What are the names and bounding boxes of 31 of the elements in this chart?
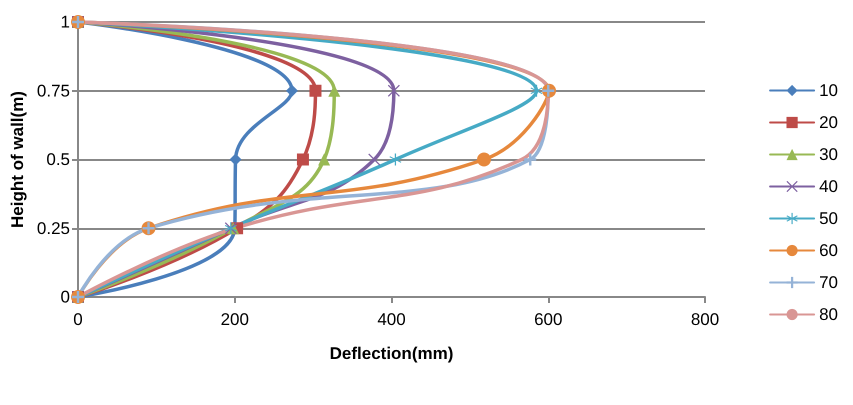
x-tick-label: 200 <box>220 310 249 329</box>
legend-label: 10 <box>819 81 838 100</box>
x-tick-label: 800 <box>690 310 720 329</box>
y-tick-label: 0 <box>60 288 70 306</box>
x-tick-label: 400 <box>377 310 406 329</box>
point <box>309 84 322 97</box>
point <box>286 84 298 97</box>
x-tick-label: 600 <box>534 310 562 329</box>
point <box>230 154 242 166</box>
legend-label: 50 <box>819 209 838 228</box>
legend-label: 40 <box>819 177 838 196</box>
point <box>318 154 330 166</box>
y-tick-label: 1 <box>60 12 70 32</box>
y-tick-label: 0.75 <box>36 81 70 100</box>
y-axis-title: Height of wall(m) <box>8 91 27 228</box>
legend-label: 60 <box>819 241 838 260</box>
legend-label: 20 <box>819 113 838 132</box>
point <box>524 154 536 166</box>
y-tick-label: 0.25 <box>36 218 70 238</box>
legend-label: 70 <box>819 273 838 292</box>
point <box>388 84 400 97</box>
legend-label: 80 <box>819 305 838 324</box>
x-axis-title: Deflection(mm) <box>330 344 454 363</box>
legend-label: 30 <box>819 145 838 164</box>
point <box>368 154 380 166</box>
y-tick-label: 0.5 <box>46 150 70 169</box>
x-tick-label: 0 <box>73 310 83 329</box>
point <box>476 152 491 166</box>
point <box>328 84 340 97</box>
point <box>389 154 402 166</box>
point <box>296 154 309 166</box>
